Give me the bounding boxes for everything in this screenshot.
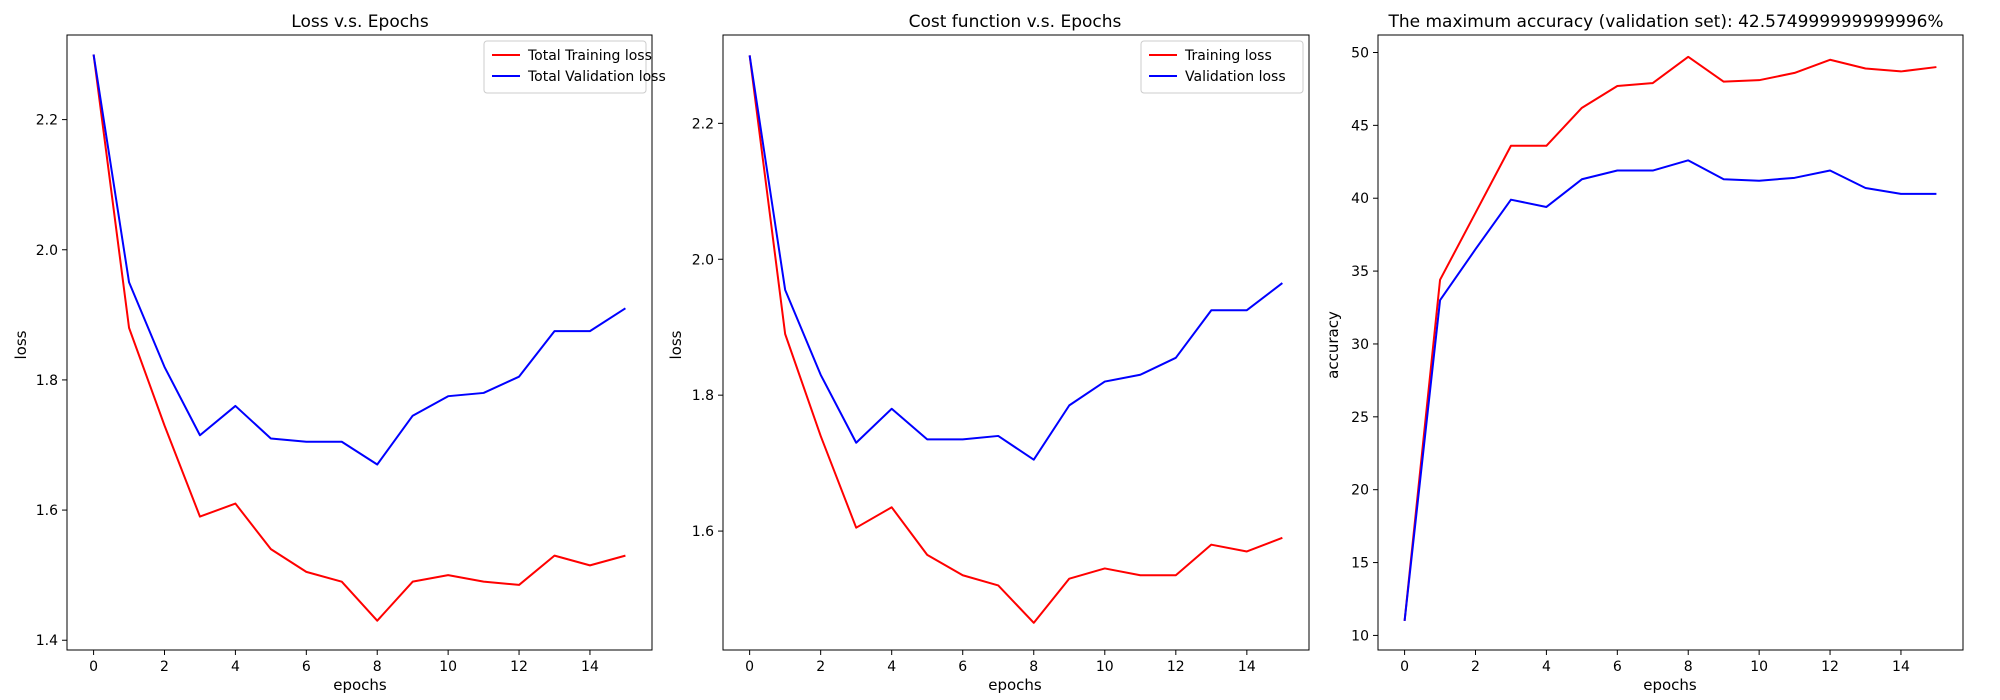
chart-2-plot: 0 2 4 6 8 10 12 14 1.6 1.8 2.0 2.2 Training loss Vali… <box>692 34 1310 675</box>
chart-3-xtick-label: 4 <box>1542 659 1551 675</box>
chart-1-loss: Loss v.s. Epochs epochs loss <box>12 12 429 694</box>
chart-2-title: Cost function v.s. Epochs <box>909 12 1122 32</box>
chart-1-ytick-label: 1.6 <box>36 503 58 519</box>
chart-2-legend-label: Validation loss <box>1185 69 1286 85</box>
chart-3-xlabel: epochs <box>1643 676 1697 694</box>
chart-2-xtick-label: 8 <box>1029 659 1038 675</box>
chart-2-line-validation-loss <box>748 55 1283 461</box>
chart-3-title: The maximum accuracy (validation set): 4… <box>1387 12 1943 32</box>
chart-1-xtick-label: 12 <box>510 659 528 675</box>
chart-3-ylabel: accuracy <box>1324 311 1342 379</box>
chart-3-line-series-2 <box>1403 159 1937 621</box>
chart-1-line-total-validation-loss <box>92 54 626 466</box>
chart-3-ytick-label: 10 <box>1351 628 1369 644</box>
chart-3-xtick-label: 2 <box>1471 659 1480 675</box>
chart-2-ylabel: loss <box>667 330 685 359</box>
chart-1-title: Loss v.s. Epochs <box>291 12 429 32</box>
chart-1-legend-box <box>483 40 647 94</box>
chart-1-xtick-label: 4 <box>231 659 240 675</box>
chart-3-xtick-label: 10 <box>1750 659 1768 675</box>
chart-2-ytick-label: 1.6 <box>692 524 714 540</box>
chart-3-ytick-label: 45 <box>1351 118 1369 134</box>
chart-1-ytick-label: 1.8 <box>36 373 58 389</box>
chart-1-ytick-label: 1.4 <box>36 633 58 649</box>
chart-1-legend-label: Total Training loss <box>527 48 652 64</box>
chart-1-legend: Total Training loss Total Validation loss <box>483 40 666 94</box>
chart-2-line-training-loss <box>748 55 1283 624</box>
chart-1-xtick-label: 14 <box>581 659 599 675</box>
chart-2-xtick-label: 6 <box>958 659 967 675</box>
chart-3-ytick-label: 30 <box>1351 337 1369 353</box>
chart-3-ytick-label: 35 <box>1351 264 1369 280</box>
chart-1-ytick-label: 2.2 <box>36 113 58 129</box>
chart-2-xtick-label: 2 <box>816 659 825 675</box>
chart-1-xtick-label: 2 <box>160 659 169 675</box>
chart-1-ytick-label: 2.0 <box>36 243 58 259</box>
chart-3-accuracy: The maximum accuracy (validation set): 4… <box>1324 12 1944 694</box>
chart-3-xtick-label: 0 <box>1400 659 1409 675</box>
chart-3-line-series-1 <box>1403 55 1937 621</box>
chart-3-xtick-label: 12 <box>1821 659 1839 675</box>
chart-3-ytick-label: 25 <box>1351 410 1369 426</box>
chart-3-ytick-label: 20 <box>1351 483 1369 499</box>
chart-1-xtick-label: 6 <box>302 659 311 675</box>
chart-1-xlabel: epochs <box>333 676 387 694</box>
chart-3-xtick-label: 8 <box>1684 659 1693 675</box>
chart-2-xlabel: epochs <box>988 676 1042 694</box>
chart-2-xtick-label: 14 <box>1238 659 1256 675</box>
chart-2-legend-label: Training loss <box>1184 48 1272 64</box>
chart-1-xtick-label: 10 <box>439 659 457 675</box>
chart-3-plot: 0 2 4 6 8 10 12 14 10 15 20 25 30 35 40 45 50 <box>1351 34 1964 675</box>
chart-2-legend-box <box>1140 40 1304 94</box>
chart-2-xtick-label: 0 <box>745 659 754 675</box>
chart-2-ytick-label: 1.8 <box>692 388 714 404</box>
chart-2-ytick-label: 2.0 <box>692 252 714 268</box>
chart-2-xtick-label: 12 <box>1167 659 1185 675</box>
chart-1-ylabel: loss <box>12 330 30 359</box>
chart-3-axes-frame <box>1377 34 1964 651</box>
chart-2-ytick-label: 2.2 <box>692 116 714 132</box>
chart-1-xtick-label: 8 <box>373 659 382 675</box>
chart-1-xtick-label: 0 <box>89 659 98 675</box>
chart-3-ytick-label: 15 <box>1351 556 1369 572</box>
chart-2-legend: Training loss Validation loss <box>1140 40 1304 94</box>
chart-1-plot: 0 2 4 6 8 10 12 14 1.4 1.6 1.8 2.0 2.2 Total Training… <box>36 34 666 675</box>
chart-2-xtick-label: 4 <box>887 659 896 675</box>
chart-1-legend-label: Total Validation loss <box>527 69 666 85</box>
chart-3-ytick-label: 40 <box>1351 191 1369 207</box>
chart-2-xtick-label: 10 <box>1096 659 1114 675</box>
chart-3-xtick-label: 6 <box>1613 659 1622 675</box>
chart-2-axes-frame <box>722 34 1310 651</box>
chart-2-cost: Cost function v.s. Epochs epochs loss <box>667 12 1122 694</box>
chart-1-axes-frame <box>66 34 653 651</box>
chart-1-line-total-training-loss <box>92 54 626 622</box>
chart-3-xtick-label: 14 <box>1892 659 1910 675</box>
chart-3-ytick-label: 50 <box>1351 45 1369 61</box>
